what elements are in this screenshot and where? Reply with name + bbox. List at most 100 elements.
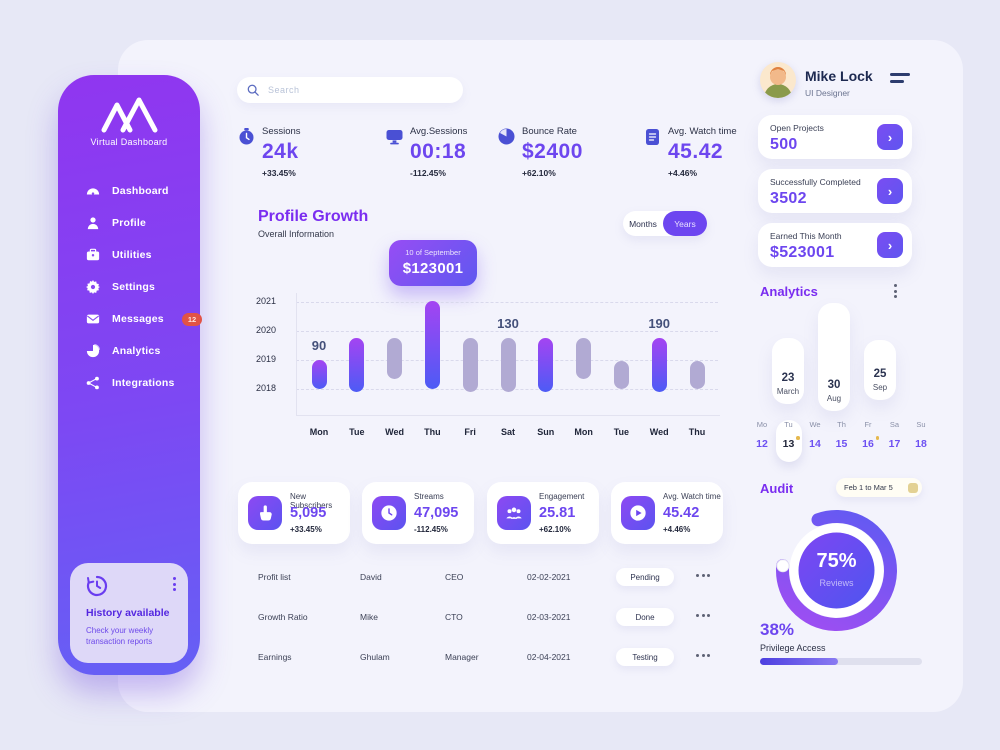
summary-label: Open Projects [770,123,824,133]
avatar[interactable] [760,62,796,98]
calendar-cell[interactable]: Th 15 [829,420,855,462]
analytics-date-card[interactable]: 30 Aug [818,303,850,411]
audit-title: Audit [760,481,794,496]
kpi-card-new-subscribers[interactable]: New Subscribers 5,095 +33.45% [238,482,350,544]
summary-card-earned[interactable]: Earned This Month $523001 › [758,223,912,267]
sidebar-item-profile[interactable]: Profile [58,207,200,239]
summary-card-open-projects[interactable]: Open Projects 500 › [758,115,912,159]
sidebar-item-analytics[interactable]: Analytics [58,335,200,367]
analytics-date-card[interactable]: 23 March [772,338,804,404]
stat-delta: +4.46% [668,168,698,178]
chevron-right-button[interactable]: › [877,178,903,204]
summary-label: Successfully Completed [770,177,861,187]
x-axis-line [296,415,720,416]
gauge-icon [86,188,100,195]
brand-name: Virtual Dashboard [90,137,168,147]
stat-value: 45.42 [668,140,724,163]
calendar-cell[interactable]: Fr 16 [855,420,881,462]
calendar-cell[interactable]: Sa 17 [882,420,908,462]
row-date: 02-03-2021 [527,612,571,622]
monitor-icon [386,130,403,145]
analytics-date-card[interactable]: 25 Sep [864,340,896,400]
stat-delta: -112.45% [410,168,446,178]
kpi-delta: +4.46% [663,525,691,534]
kpi-delta: +33.45% [290,525,322,534]
calendar-cell[interactable]: Mo 12 [749,420,775,462]
sidebar-item-integrations[interactable]: Integrations [58,367,200,399]
search-input[interactable] [266,84,420,96]
stat-value: 24k [262,140,299,163]
analytics-kebab-icon[interactable] [894,284,897,298]
y-axis-line [296,293,297,415]
gridline [296,360,718,361]
stat-delta: +33.45% [262,168,296,178]
event-dot [796,436,800,440]
sidebar-item-label: Utilities [112,249,152,261]
team-icon [497,496,531,530]
table-row[interactable]: Profit list David CEO 02-02-2021 Pending [238,568,725,588]
row-actions-icon[interactable] [696,614,710,617]
toggle-months[interactable]: Months [629,218,657,229]
summary-value: $523001 [770,244,835,261]
gridline [296,331,718,332]
sidebar-item-dashboard[interactable]: Dashboard [58,175,200,207]
calendar-date: 13 [776,436,802,450]
calendar-cell[interactable]: We 14 [802,420,828,462]
history-card[interactable]: History available Check your weekly tran… [70,563,188,663]
status-badge[interactable]: Done [616,608,674,626]
row-actions-icon[interactable] [696,574,710,577]
chevron-right-button[interactable]: › [877,232,903,258]
stopwatch-icon [239,128,254,145]
summary-value: 500 [770,136,798,153]
row-name: David [360,572,382,582]
event-dot [875,436,879,440]
calendar-date: 18 [915,438,927,450]
kpi-delta: +62.10% [539,525,571,534]
history-kebab-icon[interactable] [173,577,176,591]
privilege-label: Privilege Access [760,643,826,653]
y-axis-label: 2021 [256,296,277,306]
calendar-cell[interactable]: Su 18 [908,420,934,462]
privilege-progress-bar[interactable] [760,658,922,665]
pie-chart-icon [86,344,100,358]
audit-date-range[interactable]: Feb 1 to Mar 5 [836,478,922,497]
share-nodes-icon [86,376,99,390]
calendar-day: Th [837,420,846,429]
summary-card-completed[interactable]: Successfully Completed 3502 › [758,169,912,213]
tooltip-value: $123001 [402,260,464,277]
calendar-day: Sa [889,420,900,429]
table-row[interactable]: Growth Ratio Mike CTO 02-03-2021 Done [238,608,725,628]
row-actions-icon[interactable] [696,654,710,657]
status-badge[interactable]: Testing [616,648,674,666]
y-axis-label: 2018 [256,383,277,393]
sidebar-item-label: Analytics [112,345,161,357]
status-badge[interactable]: Pending [616,568,674,586]
summary-label: Earned This Month [770,231,842,241]
tooltip-date: 10 of September [405,248,461,257]
sidebar-item-messages[interactable]: Messages 12 [58,303,203,335]
row-role: CEO [445,572,464,582]
history-subtitle: Check your weekly transaction reports [86,626,154,646]
user-icon [87,217,99,230]
summary-value: 3502 [770,190,807,207]
calendar-day: We [809,420,821,429]
kpi-card-avg-watch-time[interactable]: Avg. Watch time 45.42 +4.46% [611,482,723,544]
toggle-years[interactable]: Years [663,211,707,236]
stat-avg-sessions: Avg.Sessions 00:18 -112.45% [386,126,535,184]
sidebar: Virtual Dashboard Dashboard Profile Util… [58,75,203,675]
kpi-card-streams[interactable]: Streams 47,095 -112.45% [362,482,474,544]
search-bar[interactable] [237,77,463,103]
sidebar-item-utilities[interactable]: Utilities [58,239,200,271]
chart-tooltip: 10 of September $123001 [389,240,477,286]
gridline [296,302,718,303]
stat-value: 00:18 [410,140,467,163]
row-item: Growth Ratio [258,612,308,622]
chevron-right-button[interactable]: › [877,124,903,150]
table-row[interactable]: Earnings Ghulam Manager 02-04-2021 Testi… [238,648,725,668]
sidebar-item-settings[interactable]: Settings [58,271,200,303]
calendar-day: Mo [756,420,768,429]
kpi-card-engagement[interactable]: Engagement 25.81 +62.10% [487,482,599,544]
menu-hamburger-icon[interactable] [890,73,910,87]
kpi-label: Streams [414,492,444,501]
calendar-cell-selected[interactable]: Tu 13 [775,420,802,462]
